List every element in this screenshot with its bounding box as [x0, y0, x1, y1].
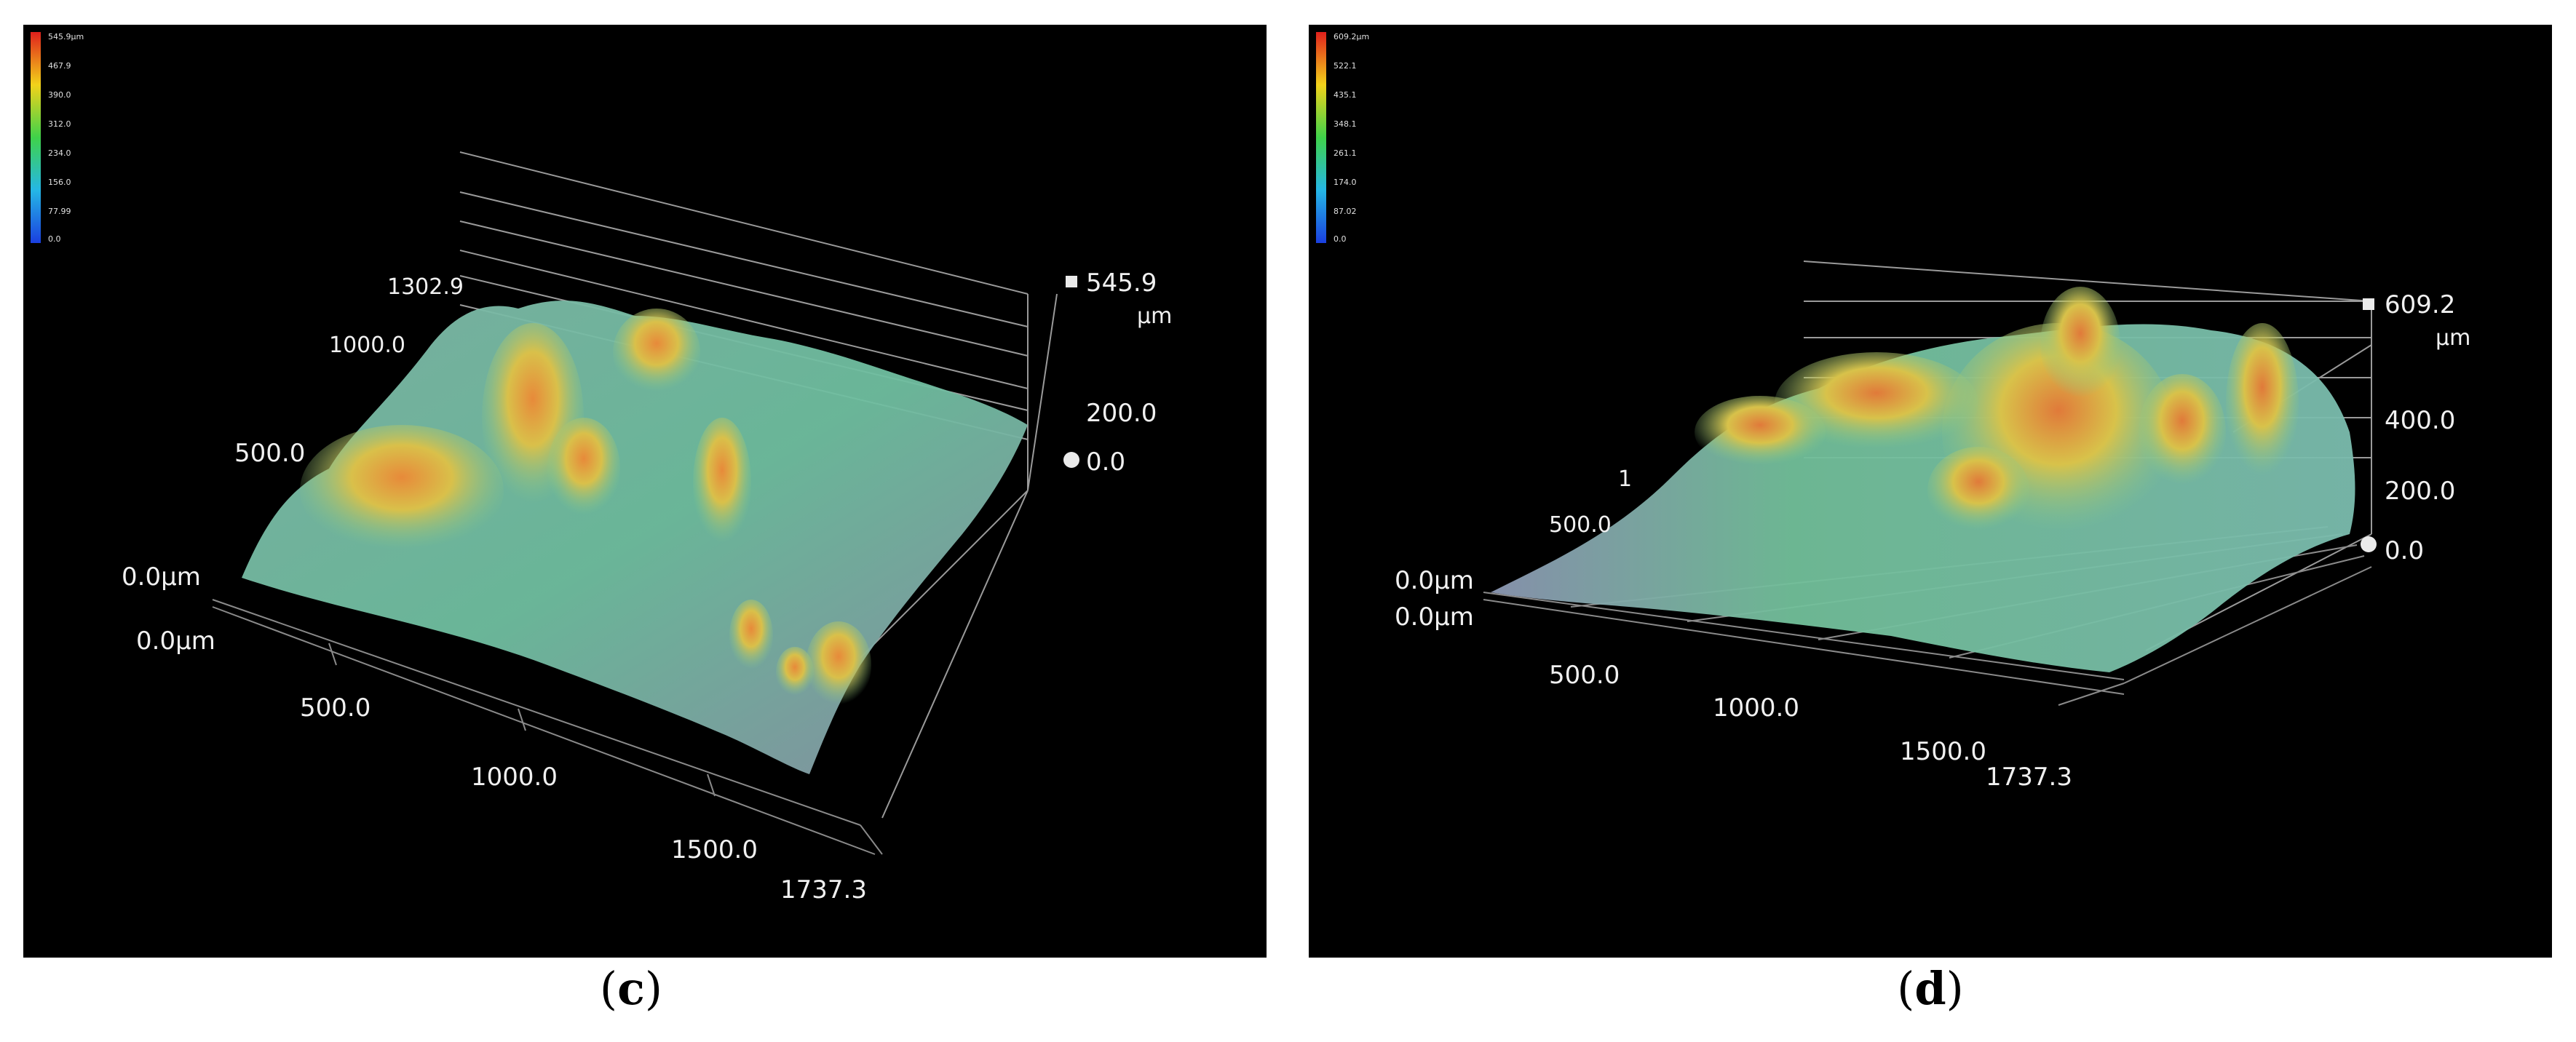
colorbar-label: 348.1 [1333, 119, 1357, 129]
x-tick-label: 1737.3 [1986, 763, 2072, 792]
colorbar [1316, 32, 1326, 243]
colorbar-label: 545.9µm [48, 32, 84, 41]
x-tick-label: 1000.0 [1713, 693, 1799, 723]
x-tick-label: 500.0 [300, 693, 370, 723]
caption-close: ) [1946, 962, 1964, 1015]
z-max-label: 545.9 [1086, 269, 1157, 298]
caption-open: ( [1897, 962, 1915, 1015]
y-tick-label: 500.0 [234, 439, 305, 468]
x-tick-label: 1000.0 [471, 763, 558, 792]
x-tick-label: 1500.0 [671, 835, 758, 864]
x-origin-label: 0.0µm [136, 627, 215, 656]
base-grid [212, 599, 883, 855]
z-unit-label: µm [2436, 325, 2470, 351]
colorbar-label: 234.0 [48, 148, 71, 158]
x-origin-label: 0.0µm [1395, 602, 1474, 632]
y-tick-label: 1302.9 [387, 274, 464, 300]
panel-d-surface-plot: 609.2µm 522.1 435.1 348.1 261.1 174.0 87… [1309, 25, 2552, 958]
colorbar-label: 0.0 [1333, 234, 1347, 244]
z-max-label: 609.2 [2385, 290, 2455, 319]
z-origin-marker [2361, 536, 2377, 552]
colorbar-label: 156.0 [48, 178, 71, 187]
z-tick-label: 200.0 [2385, 477, 2455, 506]
y-tick-label: 1 [1618, 466, 1632, 492]
caption-letter: c [617, 962, 645, 1015]
z-max-marker [2363, 298, 2374, 310]
z-tick-label: 0.0 [2385, 536, 2424, 565]
caption-letter: d [1914, 962, 1946, 1015]
colorbar-label: 467.9 [48, 61, 71, 71]
panel-c-surface-plot: 545.9µm 467.9 390.0 312.0 234.0 156.0 77… [23, 25, 1267, 958]
z-max-marker [1066, 276, 1077, 287]
surface-d [1491, 287, 2355, 672]
colorbar-labels: 609.2µm 522.1 435.1 348.1 261.1 174.0 87… [1333, 32, 1369, 244]
x-tick-label: 500.0 [1549, 661, 1620, 690]
z-origin-marker [1063, 452, 1079, 468]
colorbar-label: 87.02 [1333, 207, 1357, 216]
colorbar-label: 77.99 [48, 207, 71, 216]
caption-close: ) [644, 962, 663, 1015]
x-tick-label: 1737.3 [780, 875, 867, 904]
surface-plot-c: 545.9µm 467.9 390.0 312.0 234.0 156.0 77… [31, 32, 1172, 904]
z-tick-label: 400.0 [2385, 406, 2455, 435]
surface-plot-d: 609.2µm 522.1 435.1 348.1 261.1 174.0 87… [1316, 32, 2470, 792]
surface-c [242, 301, 1028, 775]
colorbar-label: 261.1 [1333, 148, 1357, 158]
colorbar-label: 174.0 [1333, 178, 1357, 187]
caption-open: ( [599, 962, 618, 1015]
y-tick-label: 0.0µm [122, 562, 201, 592]
colorbar-label: 522.1 [1333, 61, 1357, 71]
y-tick-label: 1000.0 [329, 333, 405, 358]
y-tick-label: 0.0µm [1395, 566, 1474, 595]
colorbar-label: 435.1 [1333, 90, 1357, 100]
colorbar-label: 0.0 [48, 234, 61, 244]
z-unit-label: µm [1137, 303, 1172, 329]
x-tick-label: 1500.0 [1900, 737, 1986, 766]
colorbar-label: 609.2µm [1333, 32, 1369, 41]
colorbar [31, 32, 41, 243]
y-tick-label: 500.0 [1549, 512, 1612, 538]
z-tick-label: 200.0 [1086, 399, 1157, 428]
caption-c: (c) [558, 962, 704, 1015]
caption-d: (d) [1858, 962, 2003, 1015]
colorbar-label: 390.0 [48, 90, 71, 100]
colorbar-label: 312.0 [48, 119, 71, 129]
colorbar-labels: 545.9µm 467.9 390.0 312.0 234.0 156.0 77… [48, 32, 84, 244]
z-tick-label: 0.0 [1086, 448, 1125, 477]
